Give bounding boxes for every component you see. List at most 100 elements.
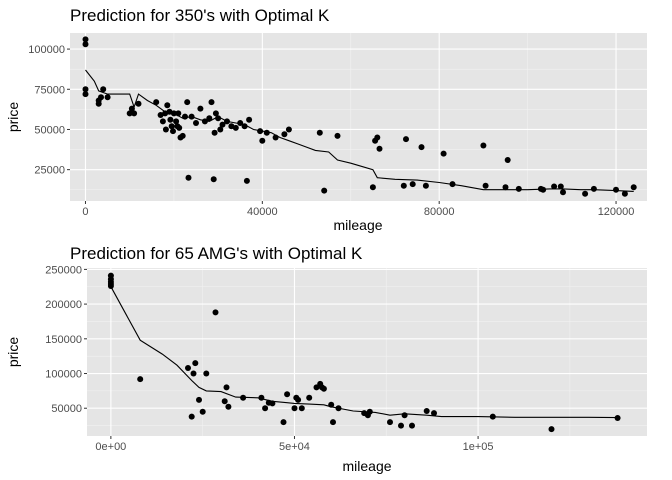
y-axis-ticks: 25000 50000 75000 100000	[28, 44, 70, 177]
data-point	[82, 91, 89, 98]
data-point	[225, 403, 232, 410]
data-point	[440, 150, 447, 157]
x-tick-label: 0e+00	[95, 441, 126, 453]
data-point	[284, 391, 291, 398]
gridlines	[70, 33, 647, 201]
x-tick-label: 0	[82, 206, 88, 218]
data-point	[185, 365, 191, 371]
data-point	[232, 124, 239, 131]
data-point	[540, 186, 547, 193]
data-point	[257, 128, 264, 135]
data-point	[306, 394, 313, 401]
data-point	[212, 309, 219, 316]
chart-title: Prediction for 65 AMG's with Optimal K	[70, 244, 363, 263]
x-tick-label: 120000	[598, 206, 635, 218]
data-point	[330, 419, 336, 426]
y-tick-label: 50000	[34, 124, 65, 136]
data-point	[185, 174, 192, 181]
data-point	[179, 132, 186, 139]
y-tick-label: 200000	[45, 299, 82, 311]
data-point	[557, 183, 564, 190]
y-tick-label: 250000	[45, 264, 82, 276]
data-point	[95, 100, 102, 107]
data-point	[621, 190, 628, 197]
data-point	[157, 112, 164, 118]
data-point	[170, 110, 177, 117]
data-points	[82, 36, 637, 197]
data-point	[162, 126, 169, 133]
data-point	[201, 118, 208, 125]
data-point	[240, 394, 247, 401]
data-point	[281, 131, 288, 138]
data-point	[269, 400, 276, 407]
data-point	[630, 184, 637, 191]
data-point	[272, 134, 279, 141]
x-tick-label: 5e+04	[279, 441, 310, 453]
data-point	[176, 124, 183, 131]
prediction-line	[85, 69, 634, 192]
data-point	[164, 102, 171, 109]
chart-title: Prediction for 350's with Optimal K	[70, 6, 330, 25]
data-point	[590, 185, 597, 192]
data-point	[409, 422, 415, 429]
data-point	[237, 120, 244, 126]
data-point	[135, 100, 142, 107]
data-point	[221, 398, 228, 405]
data-point	[262, 405, 269, 412]
data-point	[182, 113, 188, 120]
prediction-line	[110, 286, 618, 419]
data-point	[285, 126, 292, 133]
data-point	[431, 410, 437, 417]
data-point	[224, 118, 230, 125]
data-point	[400, 182, 407, 189]
data-point	[560, 189, 566, 196]
data-point	[366, 408, 373, 415]
data-point	[321, 187, 328, 194]
data-point	[241, 123, 248, 130]
plot-background	[70, 33, 647, 201]
data-point	[188, 413, 195, 420]
data-point	[203, 370, 210, 377]
data-point	[422, 182, 429, 189]
data-point	[515, 185, 522, 192]
data-point	[243, 177, 250, 184]
data-point	[502, 184, 509, 191]
data-point	[208, 99, 215, 106]
x-tick-label: 40000	[247, 206, 278, 218]
y-axis-label: price	[5, 337, 21, 368]
data-point	[551, 183, 558, 190]
data-point	[188, 113, 195, 120]
data-point	[403, 136, 409, 143]
data-point	[613, 186, 619, 193]
data-points	[107, 272, 621, 433]
y-tick-label: 100000	[45, 369, 82, 381]
data-point	[280, 419, 287, 426]
data-point	[217, 126, 224, 133]
data-point	[298, 405, 305, 412]
data-point	[482, 182, 489, 189]
data-point	[246, 116, 253, 123]
data-point	[211, 129, 218, 136]
data-point	[489, 413, 496, 420]
data-point	[215, 115, 222, 122]
data-point	[258, 394, 265, 401]
data-point	[418, 144, 425, 151]
data-point	[480, 142, 487, 149]
y-axis-label: price	[5, 102, 21, 133]
x-axis-ticks: 0 40000 80000 120000	[82, 201, 634, 218]
chart-panel-65amg: 0e+00 5e+04 1e+05 50000 100000 150000 200000 2…	[5, 244, 647, 474]
data-point	[219, 121, 226, 128]
y-tick-label: 50000	[51, 403, 82, 415]
data-point	[582, 190, 589, 197]
y-axis-ticks: 50000 100000 150000 200000 250000	[45, 264, 87, 415]
data-point	[504, 157, 511, 163]
data-point	[401, 412, 408, 419]
data-point	[335, 405, 342, 412]
data-point	[159, 118, 166, 125]
data-point	[206, 115, 213, 122]
data-point	[167, 116, 174, 123]
data-point	[320, 385, 327, 392]
data-point	[100, 86, 107, 93]
data-point	[173, 118, 180, 125]
